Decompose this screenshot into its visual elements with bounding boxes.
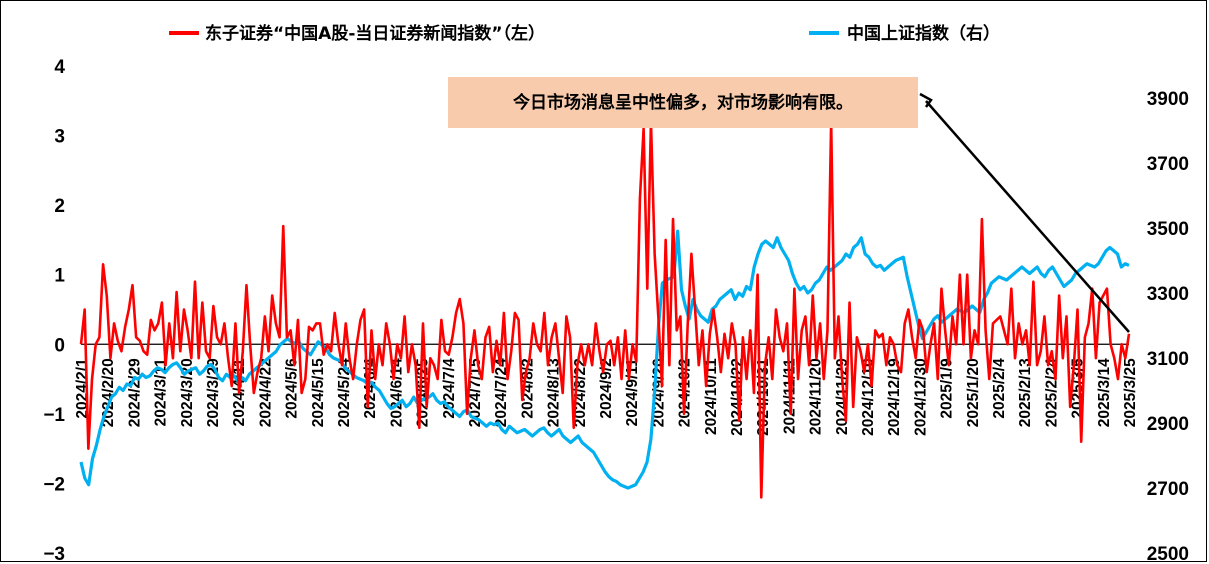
- x-tick-label: 2024/12/30: [912, 358, 929, 436]
- y-right-tick-label: 3500: [1147, 219, 1189, 240]
- x-tick-label: 2024/11/20: [808, 358, 825, 435]
- x-tick-label: 2024/6/14: [388, 358, 405, 427]
- annotation-arrow-head: [919, 92, 933, 108]
- chart-legend: 东子证券“中国A股-当日证券新闻指数”（左） 中国上证指数（右）: [169, 23, 1000, 44]
- x-tick-label: 2024/3/11: [153, 358, 170, 426]
- y-axis-right: 3900 3700 3500 3300 3100 2900 2700 2500: [1147, 89, 1189, 563]
- x-tick-label: 2025/2/24: [1043, 358, 1060, 427]
- y-axis-left: 4 3 2 1 0 −1 −2 −3: [43, 57, 65, 563]
- y-right-tick-label: 2500: [1147, 544, 1189, 563]
- annotation-box: [448, 77, 918, 128]
- x-tick-label: 2025/2/4: [991, 358, 1008, 419]
- y-left-tick-label: −2: [43, 474, 65, 495]
- x-tick-label: 2025/3/25: [1122, 358, 1139, 427]
- x-tick-label: 2024/12/19: [886, 358, 903, 436]
- x-tick-label: 2024/8/2: [519, 358, 536, 418]
- x-tick-label: 2025/2/13: [1017, 358, 1034, 427]
- legend-label-right: 中国上证指数（右）: [847, 23, 1000, 44]
- y-left-tick-label: 0: [54, 335, 65, 356]
- y-right-tick-label: 3900: [1147, 89, 1189, 110]
- x-tick-label: 2024/9/2: [598, 358, 615, 418]
- x-tick-label: 2024/8/13: [546, 358, 563, 427]
- series-line-shanghai-index: [79, 229, 1130, 490]
- x-tick-label: 2024/7/24: [493, 358, 510, 427]
- x-tick-label: 2025/1/9: [939, 358, 956, 419]
- x-tick-label: 2024/5/6: [284, 358, 301, 419]
- annotation: 今日市场消息呈中性偏多，对市场影响有限。: [448, 77, 1130, 333]
- y-right-tick-label: 3100: [1147, 349, 1189, 370]
- x-tick-label: 2024/2/29: [126, 358, 143, 427]
- x-tick-label: 2025/3/14: [1096, 358, 1113, 427]
- x-tick-label: 2024/4/22: [257, 358, 274, 427]
- series-layer: [79, 120, 1131, 499]
- annotation-text: 今日市场消息呈中性偏多，对市场影响有限。: [513, 92, 853, 113]
- y-left-tick-label: 2: [54, 196, 65, 217]
- y-left-tick-label: −3: [43, 544, 65, 563]
- y-right-tick-label: 3300: [1147, 284, 1189, 305]
- y-left-tick-label: −1: [43, 405, 65, 426]
- legend-label-left: 东子证券“中国A股-当日证券新闻指数”（左）: [205, 23, 545, 44]
- y-right-tick-label: 3700: [1147, 154, 1189, 175]
- series-line-news-index: [79, 120, 1131, 499]
- x-tick-label: 2024/5/15: [310, 358, 327, 427]
- y-right-tick-label: 2700: [1147, 479, 1189, 500]
- y-left-tick-label: 3: [54, 127, 65, 148]
- y-left-tick-label: 1: [54, 266, 65, 287]
- x-tick-label: 2024/3/20: [179, 358, 196, 427]
- x-tick-label: 2025/1/20: [965, 358, 982, 427]
- x-tick-label: 2024/9/11: [624, 358, 641, 426]
- y-right-tick-label: 2900: [1147, 414, 1189, 435]
- y-left-tick-label: 4: [54, 57, 65, 78]
- annotation-arrow-line: [925, 100, 1130, 333]
- x-tick-label: 2024/5/24: [336, 358, 353, 427]
- x-tick-label: 2024/2/20: [100, 358, 117, 427]
